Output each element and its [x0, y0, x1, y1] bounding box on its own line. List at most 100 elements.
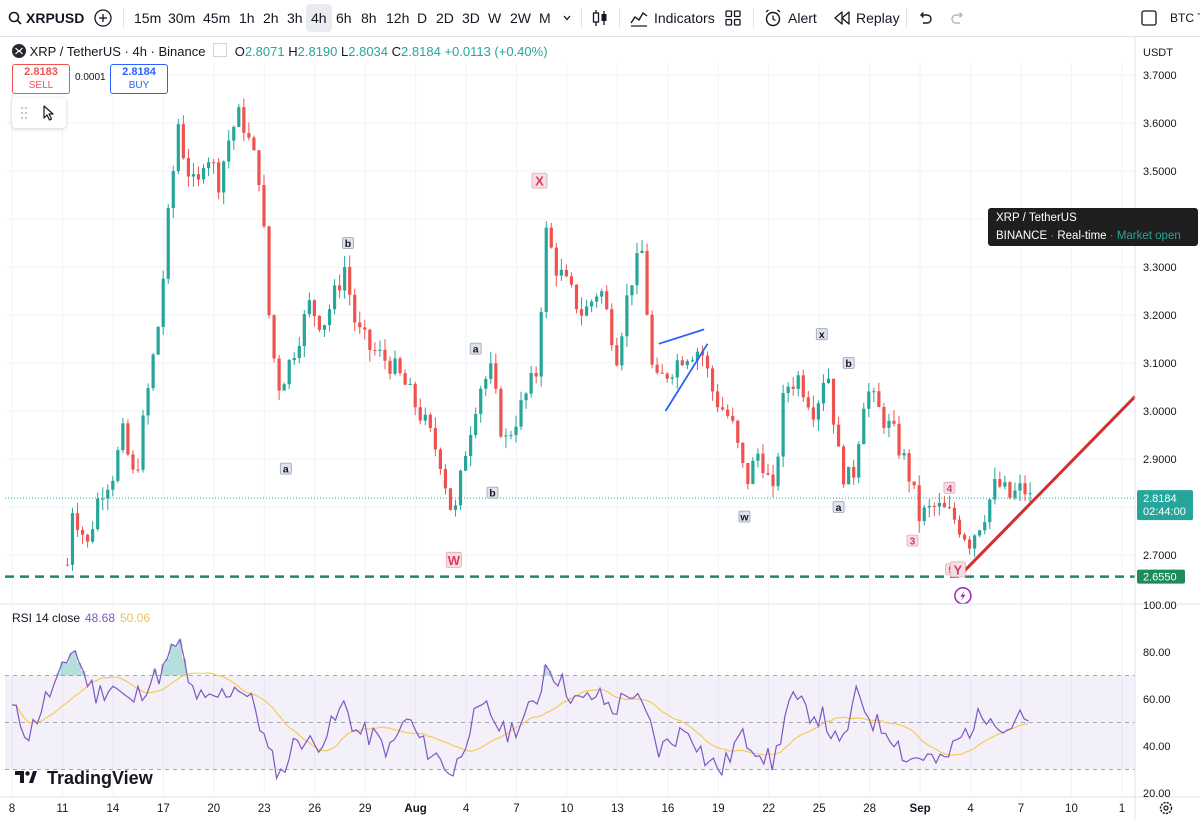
time-tick-label: 4: [463, 803, 470, 815]
replay-button[interactable]: Replay: [834, 0, 900, 36]
wave-label-text: b: [845, 358, 851, 370]
redo-button[interactable]: [950, 0, 966, 36]
replay-label: Replay: [856, 10, 900, 26]
chevron-down-icon: [563, 15, 571, 21]
wave-label-box: [906, 534, 919, 547]
tradingview-logo-dot: [25, 771, 30, 776]
price-tick-label: 2.9000: [1143, 454, 1177, 466]
timeframe-m[interactable]: M: [539, 10, 551, 26]
timeframe-12h[interactable]: 12h: [386, 10, 410, 26]
drawing-mini-toolbar: [12, 98, 66, 128]
timeframe-4h[interactable]: 4h: [306, 4, 332, 32]
time-tick-label: 22: [762, 803, 775, 815]
timeframe-1h[interactable]: 1h: [239, 10, 255, 26]
candle-body: [317, 315, 322, 330]
candle-body: [544, 227, 548, 313]
timeframe-2h[interactable]: 2h: [263, 10, 279, 26]
timeframe-15m[interactable]: 15m: [134, 10, 162, 26]
candle-body: [690, 360, 694, 362]
wave-label-text: a: [473, 344, 479, 356]
candle-body: [151, 354, 155, 389]
indicators-button[interactable]: Indicators: [630, 0, 715, 36]
rsi-title: RSI 14 close: [12, 611, 80, 625]
candle-body: [252, 137, 256, 151]
timeframe-30m[interactable]: 30m: [168, 10, 196, 26]
fullscreen-button[interactable]: [1141, 0, 1157, 36]
wave-label-text: 3: [910, 536, 916, 548]
candle-body: [277, 358, 281, 391]
buy-button[interactable]: 2.8184 BUY: [110, 64, 168, 94]
wave-label-box: [445, 551, 462, 568]
timeframe-8h[interactable]: 8h: [361, 10, 377, 26]
indicators-icon: [630, 11, 648, 27]
candle-body: [166, 208, 170, 279]
candle-body: [1003, 482, 1007, 487]
time-tick-label: 25: [813, 803, 826, 815]
candle-body: [907, 453, 911, 482]
current-price-badge: [1137, 490, 1193, 521]
candle-body: [338, 285, 342, 291]
candle-body: [287, 360, 291, 385]
candle-body: [186, 158, 190, 177]
timeframe-d[interactable]: D: [417, 10, 428, 26]
time-tick-label: 7: [513, 803, 519, 815]
candle-body: [499, 388, 503, 437]
low-value: 2.8034: [348, 44, 389, 59]
alert-button[interactable]: Alert: [764, 0, 817, 36]
candle-body: [595, 296, 599, 302]
undo-button[interactable]: [917, 0, 933, 36]
candle-body: [131, 454, 135, 470]
legend-collapse-toggle[interactable]: [213, 43, 228, 57]
candle-body: [86, 534, 90, 542]
drag-handle-icon[interactable]: [19, 106, 29, 120]
timeframe-w[interactable]: W: [488, 10, 502, 26]
candle-body: [993, 479, 997, 500]
wave-label-text: b: [345, 238, 351, 250]
candle-body: [988, 499, 992, 523]
price-chart[interactable]: 3.70003.60003.50003.40003.30003.20003.10…: [0, 36, 1200, 820]
sell-button[interactable]: 2.8183 SELL: [12, 64, 70, 94]
candle-body: [327, 309, 332, 326]
chart-type-button[interactable]: [591, 0, 609, 36]
settings-gear-icon[interactable]: [1159, 801, 1173, 815]
wave-label-box: [469, 342, 482, 355]
support-price-label: 2.6550: [1143, 572, 1177, 584]
timeframe-3h[interactable]: 3h: [287, 10, 303, 26]
candle-body: [615, 345, 619, 366]
open-value: 2.8071: [244, 44, 285, 59]
wave-label-box: [342, 237, 354, 249]
tooltip-symbol: XRP / TetherUS: [996, 212, 1077, 224]
candle-body: [358, 322, 362, 328]
candle-body: [242, 107, 246, 133]
timeframe-45m[interactable]: 45m: [203, 10, 231, 26]
layouts-button[interactable]: [725, 0, 741, 36]
candle-body: [332, 285, 337, 310]
candle-body: [176, 124, 180, 172]
buy-label: BUY: [128, 80, 150, 91]
candle-body: [675, 360, 679, 378]
time-tick-label: 19: [712, 803, 725, 815]
candle-body: [156, 326, 160, 355]
wave-label: 4: [943, 481, 956, 495]
candle-body: [65, 564, 70, 566]
lightning-icon[interactable]: [954, 587, 972, 605]
candle-body: [237, 107, 241, 127]
candle-body: [973, 535, 977, 549]
plus-circle-icon: [94, 9, 112, 27]
cursor-arrow-icon[interactable]: [42, 105, 56, 121]
gear-outer: [1159, 801, 1173, 815]
symbol-search[interactable]: XRPUSD: [8, 0, 84, 36]
candle-body: [605, 291, 609, 310]
timeframe-2w[interactable]: 2W: [510, 10, 531, 26]
candle-body: [106, 489, 110, 499]
timeframe-3d[interactable]: 3D: [462, 10, 480, 26]
candle-body: [922, 507, 926, 522]
candle-body: [443, 468, 448, 489]
timeframe-dropdown[interactable]: [562, 0, 572, 36]
timeframe-6h[interactable]: 6h: [336, 10, 352, 26]
compare-button[interactable]: [94, 0, 112, 36]
timeframe-2d[interactable]: 2D: [436, 10, 454, 26]
candle-body: [610, 309, 614, 346]
candle-body: [897, 423, 901, 456]
candle-body: [655, 364, 659, 373]
